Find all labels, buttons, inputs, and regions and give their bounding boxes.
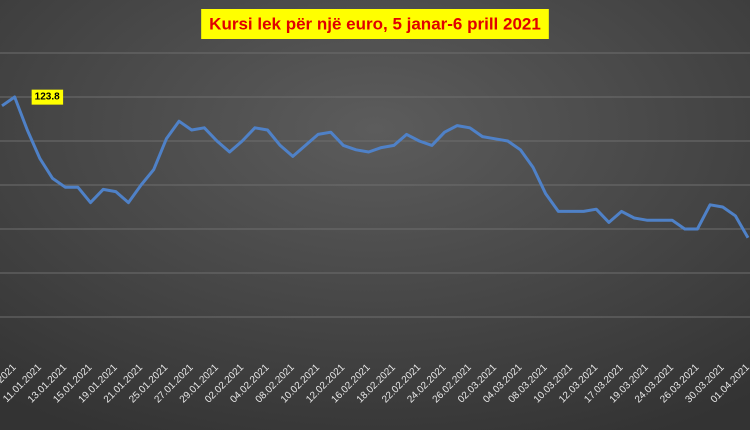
data-label: 123.8 [35, 92, 60, 103]
data-line [1, 95, 750, 239]
title-box [201, 9, 549, 39]
chart-title: Kursi lek për një euro, 5 janar-6 prill … [209, 14, 541, 33]
data-label-box [31, 89, 64, 105]
